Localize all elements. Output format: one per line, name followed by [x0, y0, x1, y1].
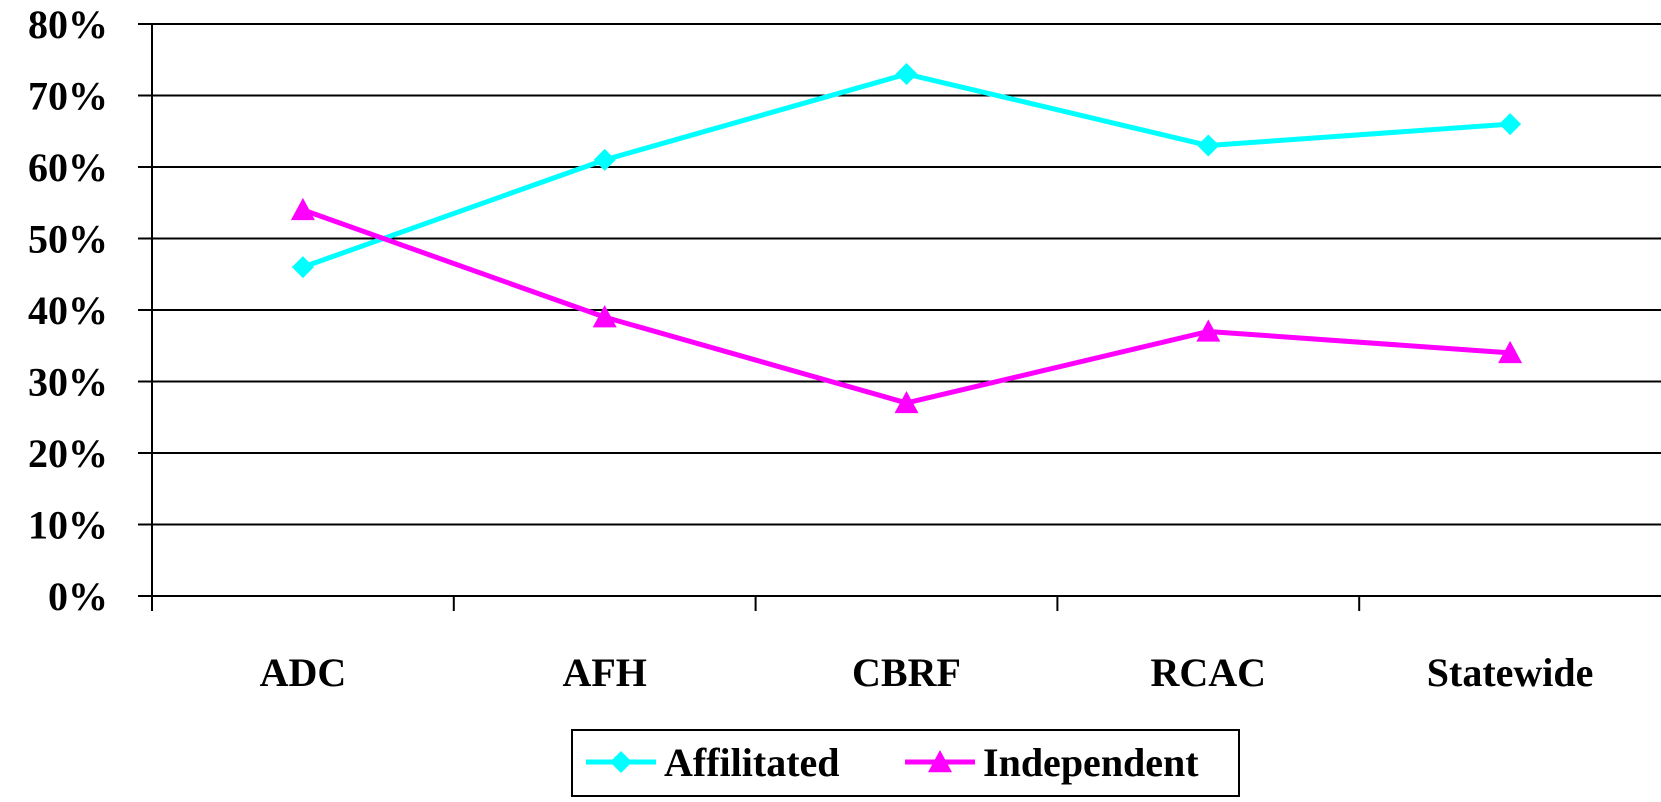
legend-marker [928, 750, 952, 773]
legend-entry: Affilitated [586, 740, 840, 785]
data-point [1498, 340, 1523, 364]
x-axis-tick-labels: ADC AFH CBRF RCAC Statewide [260, 650, 1594, 695]
data-point [894, 390, 919, 414]
x-tick-label: Statewide [1427, 650, 1594, 695]
series [290, 63, 1523, 414]
legend-entry: Independent [905, 740, 1199, 785]
data-point [1499, 113, 1522, 136]
series-independent [290, 197, 1523, 414]
y-tick-label: 40% [28, 288, 108, 333]
y-tick-label: 20% [28, 431, 108, 476]
data-point [1196, 319, 1221, 342]
data-point [1197, 134, 1220, 157]
x-tick-label: AFH [562, 650, 646, 695]
legend-label: Affilitated [664, 740, 840, 785]
y-tick-label: 50% [28, 217, 108, 262]
legend: Affilitated Independent [571, 729, 1240, 797]
data-point [291, 256, 314, 279]
y-tick-label: 60% [28, 145, 108, 190]
data-point [895, 63, 918, 86]
data-point [290, 197, 315, 221]
x-tick-label: RCAC [1151, 650, 1267, 695]
data-point [592, 305, 617, 328]
legend-marker [610, 751, 632, 773]
x-tick-label: ADC [260, 650, 347, 695]
y-tick-label: 70% [28, 74, 108, 119]
y-tick-label: 0% [48, 574, 108, 619]
legend-label: Independent [983, 740, 1199, 785]
axes [138, 23, 1661, 611]
gridlines [152, 23, 1661, 526]
series-affilitated [291, 63, 1522, 279]
y-tick-label: 10% [28, 503, 108, 548]
y-axis-tick-labels: 0% 10% 20% 30% 40% 50% 60% 70% 80% [28, 2, 108, 619]
x-tick-label: CBRF [852, 650, 961, 695]
y-tick-label: 80% [28, 2, 108, 47]
data-point [593, 148, 616, 171]
y-tick-label: 30% [28, 360, 108, 405]
